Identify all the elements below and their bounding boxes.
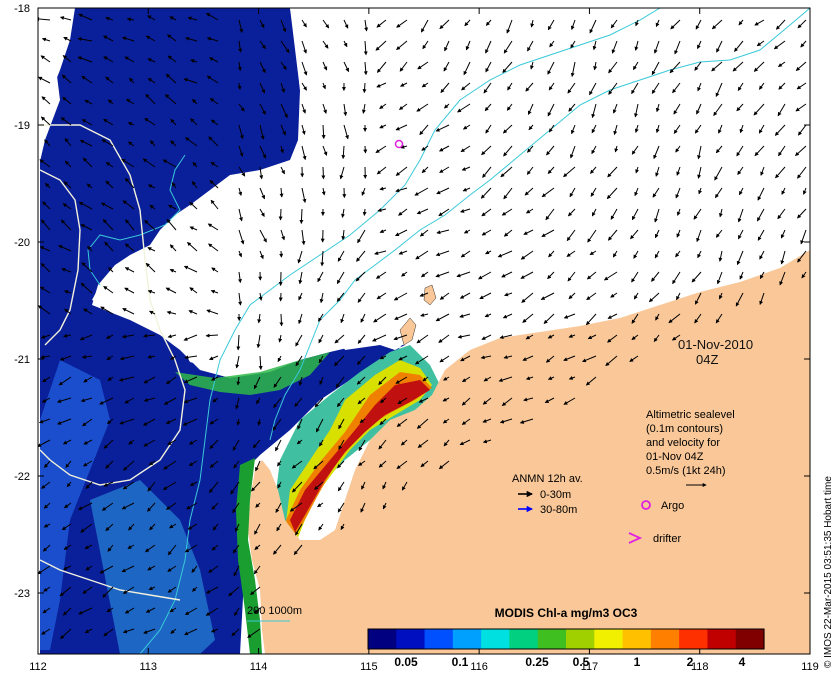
colorbar-ticks: 0.05 0.1 0.25 0.5 1 2 4 xyxy=(394,655,745,669)
velocity-vector xyxy=(364,209,365,215)
velocity-vector xyxy=(301,209,302,223)
chlorophyll-colorbar xyxy=(368,629,765,649)
colorbar-tick-label: 0.25 xyxy=(525,655,549,669)
colorbar-swatch xyxy=(623,629,652,649)
velocity-vector xyxy=(364,83,365,93)
lat-tick-label: -18 xyxy=(14,3,30,15)
map-date: 01-Nov-2010 xyxy=(678,337,753,352)
lon-tick-label: 116 xyxy=(470,661,488,673)
colorbar-swatch xyxy=(594,629,623,649)
altimetry-legend-line: and velocity for xyxy=(646,437,720,449)
argo-legend-label: Argo xyxy=(661,500,684,512)
altimetry-legend-line: 01-Nov 04Z xyxy=(646,451,704,463)
colorbar-swatch xyxy=(566,629,595,649)
lon-tick-label: 113 xyxy=(140,661,158,673)
colorbar-title: MODIS Chl-a mg/m3 OC3 xyxy=(495,606,638,620)
colorbar-swatch xyxy=(368,629,397,649)
anmn-legend-item: 0-30m xyxy=(540,489,571,501)
colorbar-tick-label: 1 xyxy=(634,655,641,669)
map-time: 04Z xyxy=(696,352,718,367)
velocity-vector xyxy=(365,146,366,153)
altimetry-legend-line: (0.1m contours) xyxy=(646,423,723,435)
colorbar-tick-label: 0.1 xyxy=(452,655,469,669)
colorbar-swatch xyxy=(509,629,538,649)
velocity-vector xyxy=(281,209,282,220)
credit-text: © IMOS 22-Mar-2015 03:51:35 Hobart time xyxy=(823,476,834,668)
colorbar-swatch xyxy=(538,629,567,649)
lon-tick-label: 114 xyxy=(250,661,268,673)
colorbar-swatch xyxy=(651,629,680,649)
colorbar-swatch xyxy=(707,629,736,649)
lon-tick-label: 119 xyxy=(801,661,819,673)
velocity-scale-label: 0.5m/s (1kt 24h) xyxy=(646,465,725,477)
anmn-legend-title: ANMN 12h av. xyxy=(512,473,583,485)
drifter-legend-label: drifter xyxy=(653,533,681,545)
velocity-vector xyxy=(323,167,324,179)
colorbar-swatch xyxy=(481,629,510,649)
lat-tick-label: -20 xyxy=(14,237,30,249)
colorbar-swatch xyxy=(396,629,425,649)
colorbar-tick-label: 4 xyxy=(739,655,746,669)
lat-tick-label: -21 xyxy=(14,354,30,366)
colorbar-swatch xyxy=(736,629,765,649)
lon-tick-label: 112 xyxy=(29,661,47,673)
colorbar-tick-label: 0.05 xyxy=(394,655,418,669)
lat-tick-label: -22 xyxy=(14,471,30,483)
colorbar-swatch xyxy=(425,629,454,649)
lon-tick-label: 118 xyxy=(691,661,709,673)
anmn-legend-item: 30-80m xyxy=(540,504,577,516)
bathymetry-legend-label: 200 1000m xyxy=(247,605,302,617)
lat-tick-label: -23 xyxy=(14,588,30,600)
colorbar-tick-label: 0.5 xyxy=(573,655,590,669)
colorbar-swatch xyxy=(453,629,482,649)
lat-tick-label: -19 xyxy=(14,120,30,132)
velocity-vector xyxy=(281,314,282,326)
colorbar-swatch xyxy=(679,629,708,649)
colorbar-tick-label: 2 xyxy=(687,655,694,669)
lon-tick-label: 115 xyxy=(360,661,378,673)
altimetry-legend-line: Altimetric sealevel xyxy=(646,409,735,421)
